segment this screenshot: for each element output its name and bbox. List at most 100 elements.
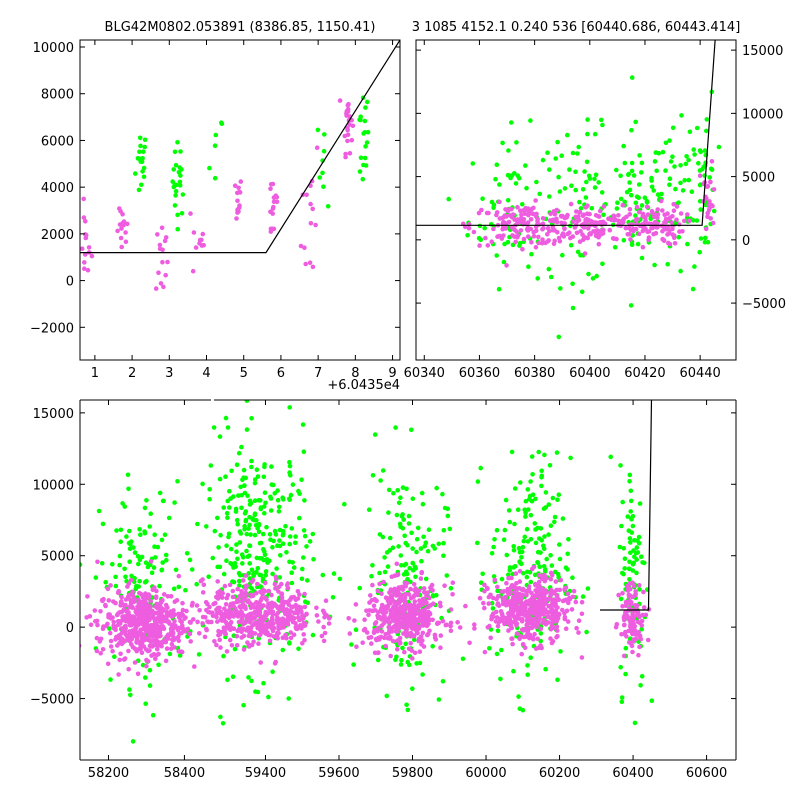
data-point — [410, 496, 416, 502]
data-point — [525, 228, 531, 233]
data-point — [447, 526, 453, 532]
data-point — [633, 213, 638, 218]
data-point — [397, 591, 402, 597]
data-point — [412, 599, 418, 604]
data-point — [574, 625, 579, 631]
data-point — [194, 581, 199, 587]
data-point — [420, 623, 426, 628]
data-point — [157, 583, 162, 589]
data-point — [475, 479, 481, 484]
data-point — [422, 598, 427, 603]
data-point — [211, 601, 216, 607]
data-point — [127, 638, 133, 644]
data-point — [618, 463, 623, 468]
data-point — [577, 199, 582, 205]
data-point — [123, 626, 128, 631]
data-point — [159, 643, 164, 649]
data-point — [528, 118, 533, 123]
data-point — [519, 651, 524, 657]
data-point — [548, 211, 553, 217]
data-point — [301, 555, 306, 560]
data-point — [680, 188, 686, 193]
data-point — [287, 640, 292, 645]
data-point — [337, 98, 343, 103]
data-point — [446, 196, 452, 202]
data-point — [249, 464, 254, 470]
data-point — [197, 237, 203, 243]
data-point — [215, 619, 220, 624]
data-point — [93, 575, 99, 580]
data-point — [423, 540, 429, 545]
data-point — [576, 144, 581, 150]
data-point — [268, 182, 274, 187]
data-point — [515, 604, 520, 610]
data-point — [622, 622, 627, 628]
data-point — [607, 227, 613, 233]
data-point — [361, 131, 366, 136]
data-point — [630, 631, 635, 637]
data-point — [471, 229, 477, 235]
data-point — [642, 195, 648, 200]
data-point — [613, 624, 619, 630]
data-point — [170, 179, 175, 184]
data-point — [633, 217, 639, 223]
data-point — [148, 598, 153, 604]
data-point — [634, 545, 640, 550]
data-point — [592, 131, 598, 137]
y-tick-label: 15000 — [742, 44, 783, 59]
data-point — [236, 599, 242, 604]
data-point — [278, 553, 283, 558]
data-point — [539, 538, 544, 543]
data-point — [399, 657, 404, 663]
data-point — [267, 638, 273, 644]
data-point — [419, 569, 425, 575]
data-point — [298, 243, 304, 249]
data-point — [287, 459, 292, 465]
data-point — [531, 233, 537, 239]
data-point — [227, 582, 233, 588]
data-point — [159, 609, 165, 614]
data-point — [463, 603, 468, 609]
data-point — [487, 646, 492, 651]
data-point — [173, 162, 179, 168]
data-point — [284, 583, 290, 588]
data-point — [476, 210, 482, 216]
data-point — [494, 527, 500, 533]
data-point — [304, 612, 309, 617]
data-point — [669, 220, 675, 225]
data-point — [686, 157, 691, 163]
data-point — [206, 609, 211, 615]
data-point — [404, 486, 409, 492]
data-point — [227, 505, 232, 510]
data-point — [638, 683, 643, 688]
data-point — [139, 650, 145, 656]
data-point — [672, 241, 678, 246]
data-point — [241, 578, 246, 583]
data-point — [252, 498, 258, 504]
data-point — [330, 595, 336, 600]
data-point — [441, 553, 446, 558]
data-point — [694, 125, 700, 131]
data-point — [113, 574, 118, 580]
data-point — [274, 576, 279, 582]
data-point — [417, 649, 423, 654]
data-point — [465, 233, 470, 238]
data-point — [550, 495, 556, 501]
data-point — [375, 657, 381, 663]
data-point — [217, 632, 223, 637]
data-point — [563, 597, 569, 603]
data-point — [243, 475, 248, 481]
data-point — [570, 281, 575, 287]
data-point — [460, 656, 466, 662]
data-point — [239, 505, 244, 511]
data-point — [489, 239, 495, 244]
data-point — [513, 564, 518, 569]
data-point — [579, 289, 585, 295]
data-point — [393, 425, 398, 430]
data-point — [288, 630, 294, 635]
data-point — [425, 590, 431, 595]
data-point — [488, 222, 494, 227]
data-point — [680, 229, 685, 234]
data-point — [286, 696, 292, 701]
